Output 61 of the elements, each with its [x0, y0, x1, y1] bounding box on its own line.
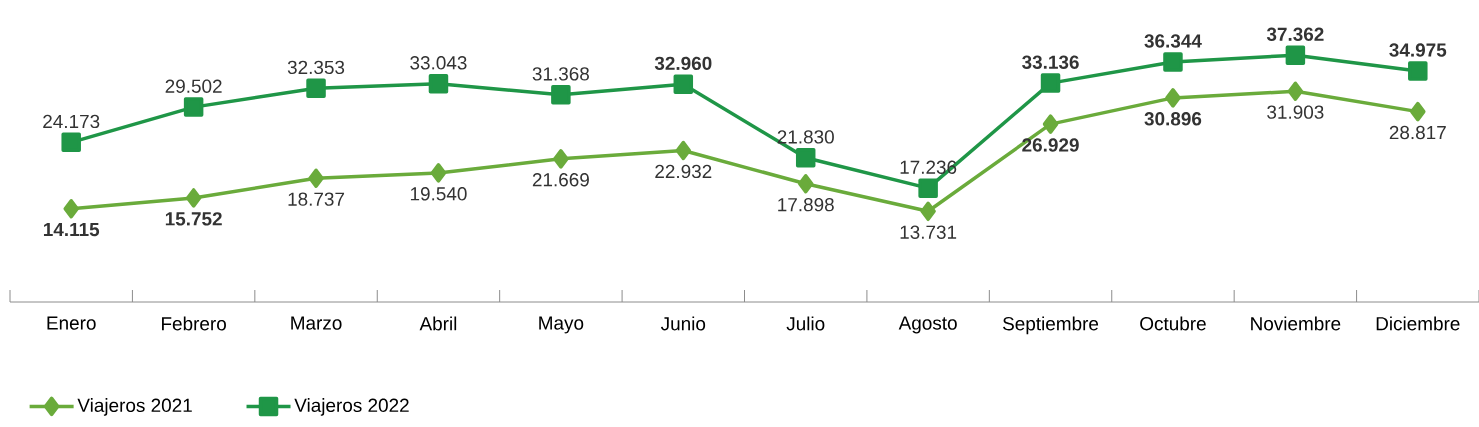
data-label: 31.368 [532, 67, 589, 81]
data-label: 33.136 [1022, 55, 1079, 69]
x-tick-label: Febrero [162, 316, 226, 331]
x-tick-label: Noviembre [1251, 316, 1341, 331]
point [63, 199, 79, 219]
point [1163, 52, 1183, 72]
point [1287, 81, 1304, 101]
point [428, 73, 449, 94]
data-label: 13.731 [900, 225, 957, 239]
point [553, 149, 569, 169]
data-label: 33.043 [410, 56, 467, 70]
data-label: 26.929 [1022, 138, 1079, 152]
x-tick-label: Septiembre [1003, 316, 1099, 335]
point [918, 178, 938, 198]
point [1285, 45, 1306, 65]
x-tick-label: Junio [660, 316, 706, 331]
point [920, 201, 936, 222]
x-tick-label: Julio [786, 316, 825, 331]
data-label: 15.752 [165, 212, 222, 226]
data-label: 36.344 [1144, 34, 1202, 48]
legend-label: Viajeros 2021 [77, 398, 192, 416]
data-label: 37.362 [1266, 27, 1324, 41]
point [795, 148, 816, 168]
data-label: 21.669 [532, 173, 589, 187]
data-label: 14.115 [43, 222, 100, 237]
data-label: 24.173 [43, 114, 100, 129]
point [673, 74, 694, 95]
data-label: 21.830 [777, 130, 834, 144]
x-tick-label: Octubre [1140, 316, 1206, 331]
point [183, 97, 204, 117]
point [797, 174, 814, 194]
point [1040, 73, 1061, 93]
data-label: 17.898 [778, 197, 834, 212]
point [1408, 61, 1428, 81]
point [1165, 88, 1181, 108]
point [306, 78, 326, 99]
point [1042, 114, 1059, 134]
data-label: 18.737 [288, 192, 345, 206]
x-tick-label: Mayo [539, 316, 584, 334]
data-label: 32.353 [287, 60, 345, 75]
point [430, 163, 447, 183]
data-label: 34.975 [1389, 43, 1447, 57]
point [675, 140, 692, 161]
x-tick-label: Abril [419, 316, 457, 331]
x-tick-label: Enero [47, 316, 96, 330]
point [61, 132, 81, 153]
x-tick-label: Marzo [291, 316, 342, 330]
x-tick-label: Agosto [898, 316, 957, 334]
data-label: 22.932 [655, 164, 712, 179]
point [551, 85, 571, 105]
data-label: 29.502 [165, 79, 222, 93]
x-tick-label: Diciembre [1376, 316, 1460, 331]
data-label: 28.817 [1389, 125, 1446, 140]
legend-label: Viajeros 2022 [294, 398, 409, 416]
point [1410, 101, 1426, 122]
data-label: 19.540 [410, 187, 467, 201]
point [308, 168, 324, 188]
data-label: 31.903 [1267, 105, 1324, 119]
data-label: 30.896 [1144, 112, 1202, 126]
data-label: 32.960 [654, 56, 712, 71]
point [185, 188, 202, 208]
